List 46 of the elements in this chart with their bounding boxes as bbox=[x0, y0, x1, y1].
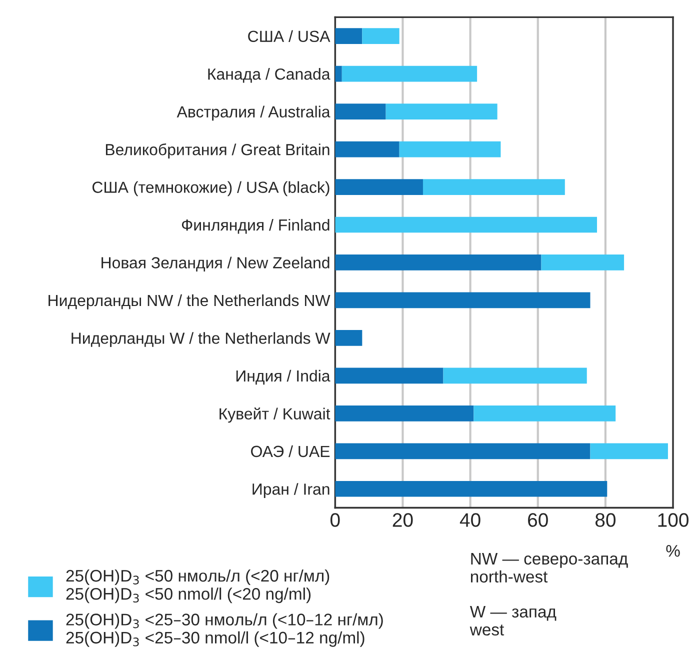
y-tick-label: США (темнокожие) / USA (black) bbox=[92, 181, 330, 196]
bar bbox=[335, 254, 542, 270]
bar bbox=[335, 405, 474, 422]
y-tick-label: Кувейт / Kuwait bbox=[220, 407, 330, 423]
bar bbox=[335, 368, 444, 384]
y-tick-label: Индия / India bbox=[236, 370, 330, 385]
bar bbox=[541, 254, 624, 270]
y-tick-label: США / USA bbox=[248, 30, 330, 42]
bar bbox=[590, 443, 668, 460]
bar bbox=[335, 104, 386, 120]
x-tick-label: 100 bbox=[658, 513, 688, 527]
bar bbox=[335, 216, 598, 233]
bar bbox=[474, 405, 616, 422]
bar bbox=[335, 179, 423, 195]
x-axis-title: % bbox=[666, 545, 680, 557]
text: NW — северо-запад north-west bbox=[470, 552, 628, 583]
x-tick-label: 0 bbox=[330, 513, 340, 527]
bar bbox=[335, 443, 590, 460]
bar bbox=[335, 28, 362, 44]
text: W — запад west bbox=[470, 606, 556, 636]
bar bbox=[335, 480, 608, 497]
bar bbox=[362, 28, 400, 44]
y-tick-label: Нидерланды NW / the Netherlands NW bbox=[48, 294, 330, 310]
bar bbox=[422, 179, 565, 195]
y-tick-label: Австралия / Australia bbox=[176, 106, 330, 121]
legend-label: 25(OH)D$_{3}$ <50 нмоль/л (<20 нг/мл) 25(OH)D$_{3}$ <50 nmol/l (<20 ng/ml) bbox=[66, 569, 330, 604]
y-tick-label: Канада / Canada bbox=[208, 68, 330, 83]
y-tick-label: Великобритания / Great Britain bbox=[106, 143, 330, 158]
x-tick-label: 80 bbox=[595, 513, 616, 527]
bar bbox=[335, 292, 590, 308]
y-tick-label: Иран / Iran bbox=[252, 483, 330, 498]
y-tick-label: Новая Зеландия / New Zeeland bbox=[102, 256, 330, 272]
bar bbox=[342, 66, 478, 82]
y-tick-label: ОАЭ / UAE bbox=[251, 445, 330, 458]
bar bbox=[335, 141, 400, 158]
x-tick-label: 20 bbox=[392, 513, 413, 527]
x-tick-label: 60 bbox=[528, 513, 548, 527]
y-tick-label: Нидерланды W / the Netherlands W bbox=[72, 332, 330, 348]
x-tick-label: 40 bbox=[460, 513, 480, 527]
legend-label: 25(OH)D$_{3}$ <25–30 нмоль/л (<10–12 нг/мл) 25(OH)D$_{3}$ <25–30 nmol/l (<10–12 ng/ml) bbox=[66, 613, 383, 647]
y-tick-label: Финляндия / Finland bbox=[182, 218, 330, 234]
bar bbox=[443, 368, 587, 384]
bar bbox=[386, 104, 498, 120]
bar bbox=[335, 66, 342, 82]
bar bbox=[399, 141, 501, 158]
bar bbox=[335, 330, 362, 346]
